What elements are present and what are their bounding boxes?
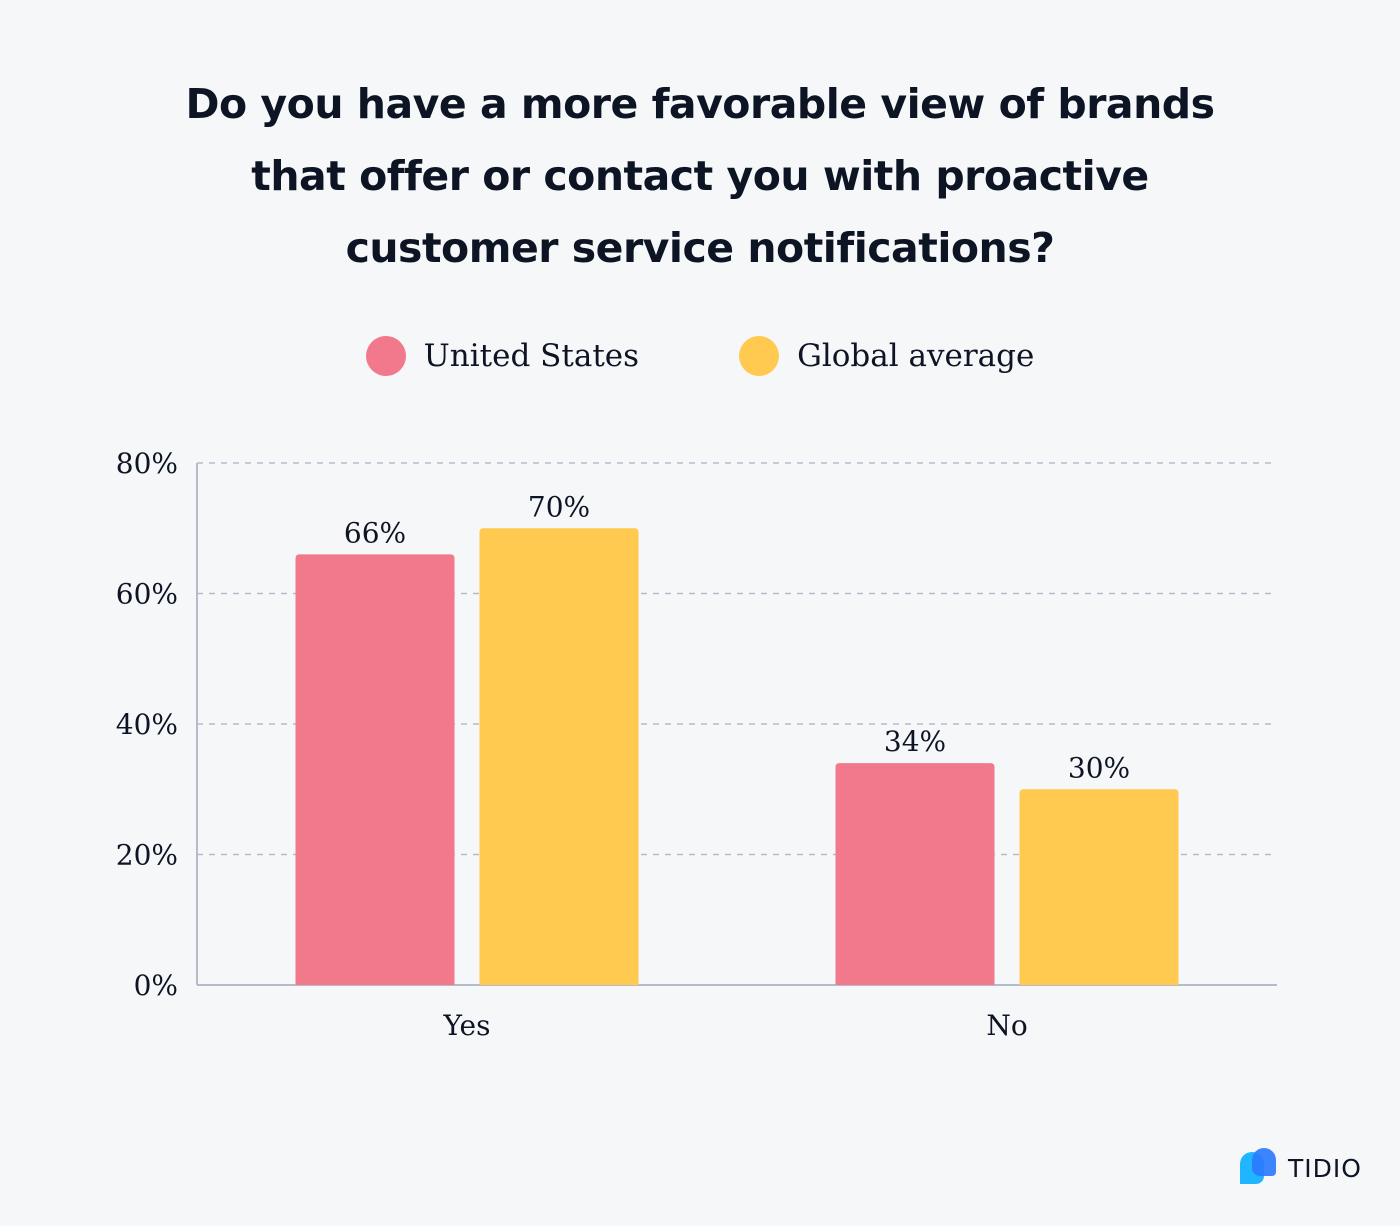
- data-label: 70%: [528, 490, 590, 523]
- legend: United States Global average: [0, 336, 1400, 376]
- y-tick-label: 80%: [116, 447, 178, 480]
- y-tick-label: 60%: [116, 578, 178, 611]
- data-label: 34%: [884, 725, 946, 758]
- legend-item-united-states: United States: [365, 336, 640, 376]
- legend-swatch-global-average: [739, 336, 780, 376]
- chart-title-line: that offer or contact you with proactive: [251, 152, 1149, 200]
- y-tick-label: 0%: [134, 969, 178, 1002]
- tidio-logo-icon: [1240, 1148, 1276, 1184]
- bar-no-global-average: [1019, 789, 1179, 985]
- chart-title: Do you have a more favorable view of bra…: [0, 68, 1400, 284]
- legend-label: United States: [423, 338, 640, 374]
- bar-yes-global-average: [479, 528, 639, 985]
- y-tick-label: 40%: [116, 708, 178, 741]
- bar-no-united-states: [835, 763, 995, 985]
- tidio-logo: TIDIO: [1240, 1148, 1362, 1188]
- y-tick-label: 20%: [116, 839, 178, 872]
- data-label: 66%: [344, 516, 406, 549]
- chart-title-line: customer service notifications?: [345, 224, 1055, 272]
- data-label: 30%: [1068, 751, 1130, 784]
- legend-swatch-united-states: [365, 336, 406, 376]
- tidio-logo-text: TIDIO: [1288, 1153, 1362, 1183]
- legend-label: Global average: [797, 338, 1035, 374]
- chart-title-line: Do you have a more favorable view of bra…: [185, 80, 1215, 128]
- x-tick-label: No: [986, 1009, 1027, 1042]
- legend-item-global-average: Global average: [739, 336, 1034, 376]
- x-tick-label: Yes: [443, 1009, 491, 1042]
- bar-yes-united-states: [295, 554, 455, 985]
